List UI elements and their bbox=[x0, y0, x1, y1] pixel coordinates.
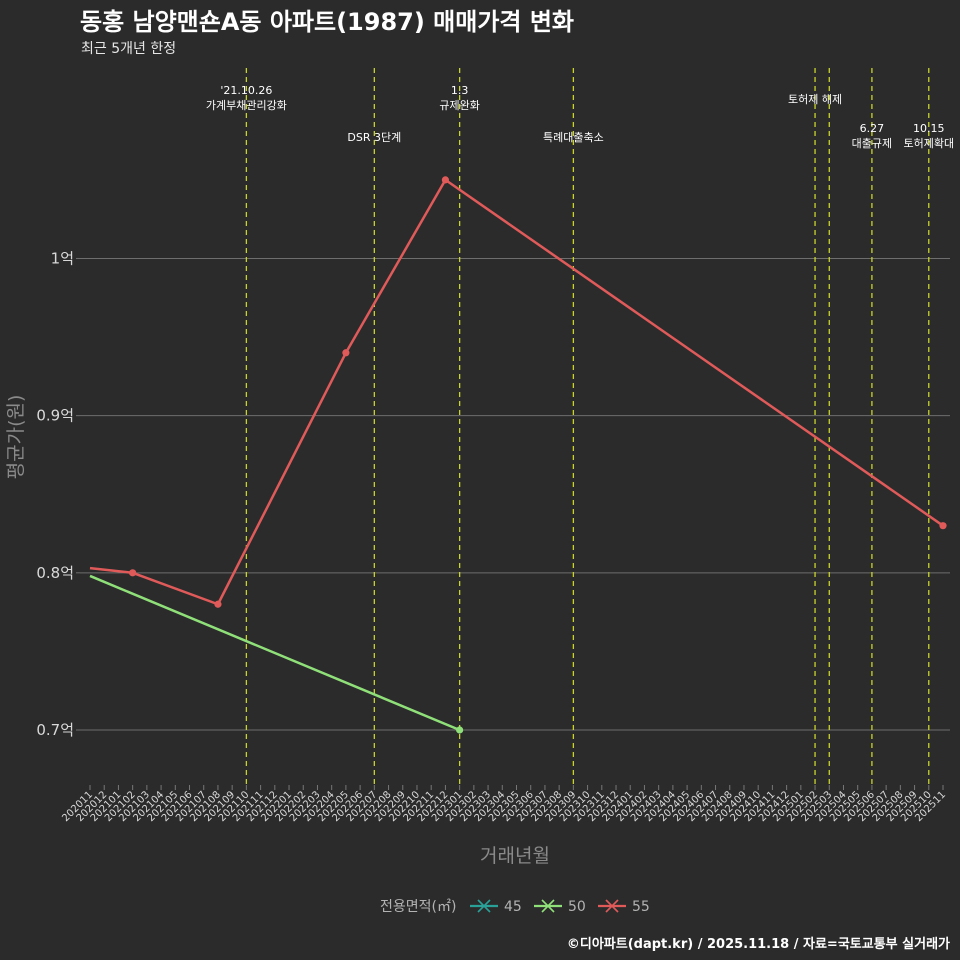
data-point-55 bbox=[342, 349, 350, 357]
y-tick-labels: 0.7억 0.8억 0.9억 1억 bbox=[36, 249, 80, 739]
data-point-55 bbox=[129, 569, 137, 577]
event-label: 가계부채관리강화 bbox=[206, 99, 287, 112]
series-line-55 bbox=[89, 178, 944, 606]
event-label: 1.3 bbox=[451, 84, 469, 97]
event-label: 대출규제 bbox=[852, 137, 892, 150]
data-point-55 bbox=[441, 176, 450, 184]
y-gridlines bbox=[80, 257, 950, 731]
y-tick-label: 0.9억 bbox=[36, 407, 74, 425]
event-label: 토허제확대 bbox=[903, 137, 954, 150]
series-line-50 bbox=[89, 574, 461, 732]
y-tick-label: 0.7억 bbox=[36, 721, 74, 739]
source-caption: ©디아파트(dapt.kr) / 2025.11.18 / 자료=국토교통부 실… bbox=[567, 936, 950, 952]
legend-key-cross-45 bbox=[477, 899, 491, 913]
data-point-50 bbox=[456, 726, 464, 734]
chart-title: 동홍 남양맨숀A동 아파트(1987) 매매가격 변화 bbox=[80, 8, 574, 36]
x-tick-labels: 2020112020122021012021022021032021042021… bbox=[60, 785, 948, 824]
x-axis-title: 거래년월 bbox=[480, 845, 550, 867]
event-label: 규제완화 bbox=[439, 99, 479, 112]
legend-key-cross-50 bbox=[541, 899, 555, 913]
legend-label-45: 45 bbox=[504, 899, 522, 915]
legend-title: 전용면적(㎡) bbox=[380, 899, 456, 915]
data-series bbox=[89, 176, 947, 734]
y-tick-label: 0.8억 bbox=[36, 564, 74, 582]
event-label: '21.10.26 bbox=[220, 84, 272, 97]
data-point-55 bbox=[214, 600, 222, 608]
legend-label-50: 50 bbox=[568, 899, 586, 915]
y-axis-title: 평균가(원) bbox=[5, 395, 27, 480]
legend-key-cross-55 bbox=[605, 899, 619, 913]
y-tick-label: 1억 bbox=[51, 249, 74, 267]
event-label: 토허제 해제 bbox=[788, 92, 842, 106]
legend-label-55: 55 bbox=[632, 899, 650, 915]
event-label: DSR 3단계 bbox=[347, 131, 401, 144]
event-label: 6.27 bbox=[860, 122, 885, 135]
event-label: 특례대출축소 bbox=[543, 131, 604, 144]
data-point-55 bbox=[939, 522, 947, 530]
chart-subtitle: 최근 5개년 한정 bbox=[81, 41, 176, 57]
event-label: 10.15 bbox=[913, 122, 945, 135]
legend: 전용면적(㎡) 45 50 55 bbox=[380, 899, 650, 915]
